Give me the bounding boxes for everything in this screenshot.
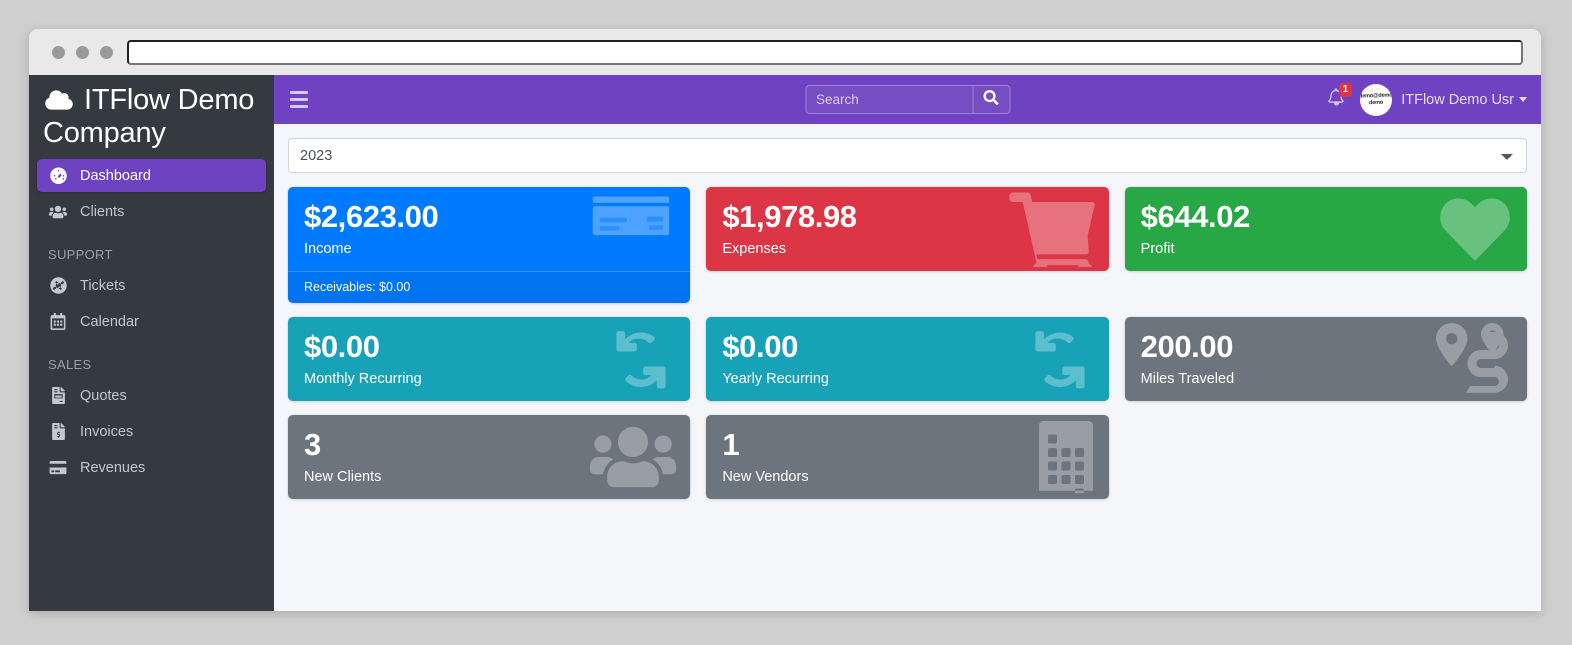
card-yearly-recurring[interactable]: $0.00 Yearly Recurring	[706, 317, 1109, 401]
card-income[interactable]: $2,623.00 Income	[288, 187, 691, 303]
sidebar-item-clients[interactable]: Clients	[37, 195, 266, 228]
file-invoice-icon	[47, 387, 69, 405]
sidebar-item-calendar[interactable]: Calendar	[37, 305, 266, 338]
notifications-button[interactable]: 1	[1326, 83, 1353, 113]
search-form	[805, 85, 1010, 114]
card-body: $644.02 Profit	[1125, 187, 1527, 271]
main-column: 1 demo@demo demo ITFlow Demo Usr 2023	[274, 75, 1541, 611]
sidebar-item-quotes[interactable]: Quotes	[37, 379, 266, 412]
user-menu-button[interactable]: ITFlow Demo Usr	[1401, 92, 1527, 108]
notification-count-badge: 1	[1338, 83, 1353, 97]
sync-icon	[1023, 323, 1095, 395]
card-new-vendors[interactable]: 1 New Vendors	[706, 415, 1109, 499]
users-group-icon	[590, 422, 677, 492]
card-profit[interactable]: $644.02 Profit	[1124, 187, 1527, 271]
cloud-icon	[43, 87, 75, 118]
users-icon	[47, 204, 69, 220]
search-button[interactable]	[972, 85, 1010, 114]
file-invoice-dollar-icon	[47, 423, 69, 441]
shopping-cart-icon	[1008, 191, 1095, 267]
card-value: $0.00	[722, 329, 798, 364]
year-select[interactable]: 2023	[288, 138, 1527, 173]
card-label: Expenses	[722, 240, 787, 257]
building-icon	[1037, 421, 1095, 493]
card-body: $0.00 Yearly Recurring	[706, 317, 1108, 401]
brand[interactable]: ITFlow Demo Company	[29, 81, 274, 159]
minimize-window-button[interactable]	[76, 45, 89, 59]
card-value: $644.02	[1140, 199, 1251, 234]
card-body: 1 New Vendors	[706, 415, 1108, 499]
card-expenses[interactable]: $1,978.98 Expenses	[706, 187, 1109, 271]
card-miles-traveled[interactable]: 200.00 Miles Traveled	[1124, 317, 1527, 401]
heart-icon	[1437, 194, 1513, 264]
traffic-lights	[52, 45, 113, 59]
sidebar-item-label: Invoices	[80, 423, 134, 440]
sidebar-item-label: Quotes	[80, 387, 127, 404]
app-shell: ITFlow Demo Company Dashboard	[29, 75, 1541, 611]
sidebar-item-label: Dashboard	[80, 167, 151, 184]
card-label: New Vendors	[722, 468, 809, 485]
sidebar-section-sales: SALES	[48, 357, 92, 373]
user-name-label: ITFlow Demo Usr	[1401, 91, 1514, 108]
content-area: 2023 $2,623.00 Income	[274, 124, 1541, 611]
card-new-clients[interactable]: 3 New Clients	[288, 415, 691, 499]
avatar-line-2: demo	[1369, 99, 1384, 106]
card-body: 200.00 Miles Traveled	[1125, 317, 1527, 401]
browser-chrome	[29, 29, 1541, 75]
search-icon	[983, 89, 999, 110]
card-row-2: $0.00 Monthly Recurring $0.00	[288, 317, 1527, 401]
card-value: $2,623.00	[304, 199, 439, 234]
sync-icon	[604, 323, 676, 395]
card-body: $1,978.98 Expenses	[706, 187, 1108, 271]
card-body: 3 New Clients	[288, 415, 690, 499]
brand-text: ITFlow Demo Company	[43, 84, 255, 150]
card-value: 200.00	[1140, 329, 1234, 364]
card-label: New Clients	[304, 468, 382, 485]
card-label: Profit	[1140, 240, 1175, 257]
tachometer-icon	[47, 167, 69, 185]
sidebar-item-invoices[interactable]: Invoices	[37, 415, 266, 448]
sidebar-item-tickets[interactable]: Tickets	[37, 269, 266, 302]
search-input[interactable]	[805, 85, 972, 114]
card-label: Miles Traveled	[1140, 370, 1235, 387]
card-monthly-recurring[interactable]: $0.00 Monthly Recurring	[288, 317, 691, 401]
card-label: Monthly Recurring	[304, 370, 422, 387]
topbar-right: 1 demo@demo demo ITFlow Demo Usr	[1326, 83, 1527, 116]
topbar: 1 demo@demo demo ITFlow Demo Usr	[274, 75, 1541, 124]
sidebar: ITFlow Demo Company Dashboard	[29, 75, 274, 611]
card-body: $0.00 Monthly Recurring	[288, 317, 690, 401]
card-row-3: 3 New Clients 1 New Vendor	[288, 415, 1527, 499]
card-value: $1,978.98	[722, 199, 857, 234]
browser-window: ITFlow Demo Company Dashboard	[29, 29, 1541, 611]
sidebar-item-revenues[interactable]: Revenues	[37, 451, 266, 484]
avatar-line-1: demo@demo	[1360, 91, 1393, 100]
card-label: Income	[304, 240, 352, 257]
avatar[interactable]: demo@demo demo	[1360, 83, 1393, 116]
card-row-1: $2,623.00 Income	[288, 187, 1527, 303]
sidebar-item-label: Tickets	[80, 277, 126, 294]
card-value: $0.00	[304, 329, 380, 364]
card-footer: Receivables: $0.00	[288, 271, 691, 303]
sidebar-section-support: SUPPORT	[48, 247, 113, 263]
invoice-card-icon	[586, 195, 676, 263]
hamburger-icon[interactable]	[286, 87, 312, 113]
sidebar-item-dashboard[interactable]: Dashboard	[37, 159, 266, 193]
card-value: 3	[304, 427, 321, 462]
sidebar-nav: Dashboard Clients SUPPORT	[29, 159, 274, 484]
calendar-icon	[47, 313, 69, 331]
maximize-window-button[interactable]	[100, 45, 113, 59]
credit-card-icon	[47, 460, 69, 475]
card-label: Yearly Recurring	[722, 370, 829, 387]
sidebar-item-label: Calendar	[80, 313, 139, 330]
route-icon	[1431, 323, 1513, 395]
chevron-down-icon	[1519, 96, 1527, 102]
sidebar-item-label: Clients	[80, 203, 125, 220]
url-bar[interactable]	[127, 39, 1523, 65]
life-ring-icon	[47, 277, 69, 294]
card-body: $2,623.00 Income	[288, 187, 690, 271]
sidebar-item-label: Revenues	[80, 459, 146, 476]
card-value: 1	[722, 427, 740, 462]
close-window-button[interactable]	[52, 45, 65, 59]
